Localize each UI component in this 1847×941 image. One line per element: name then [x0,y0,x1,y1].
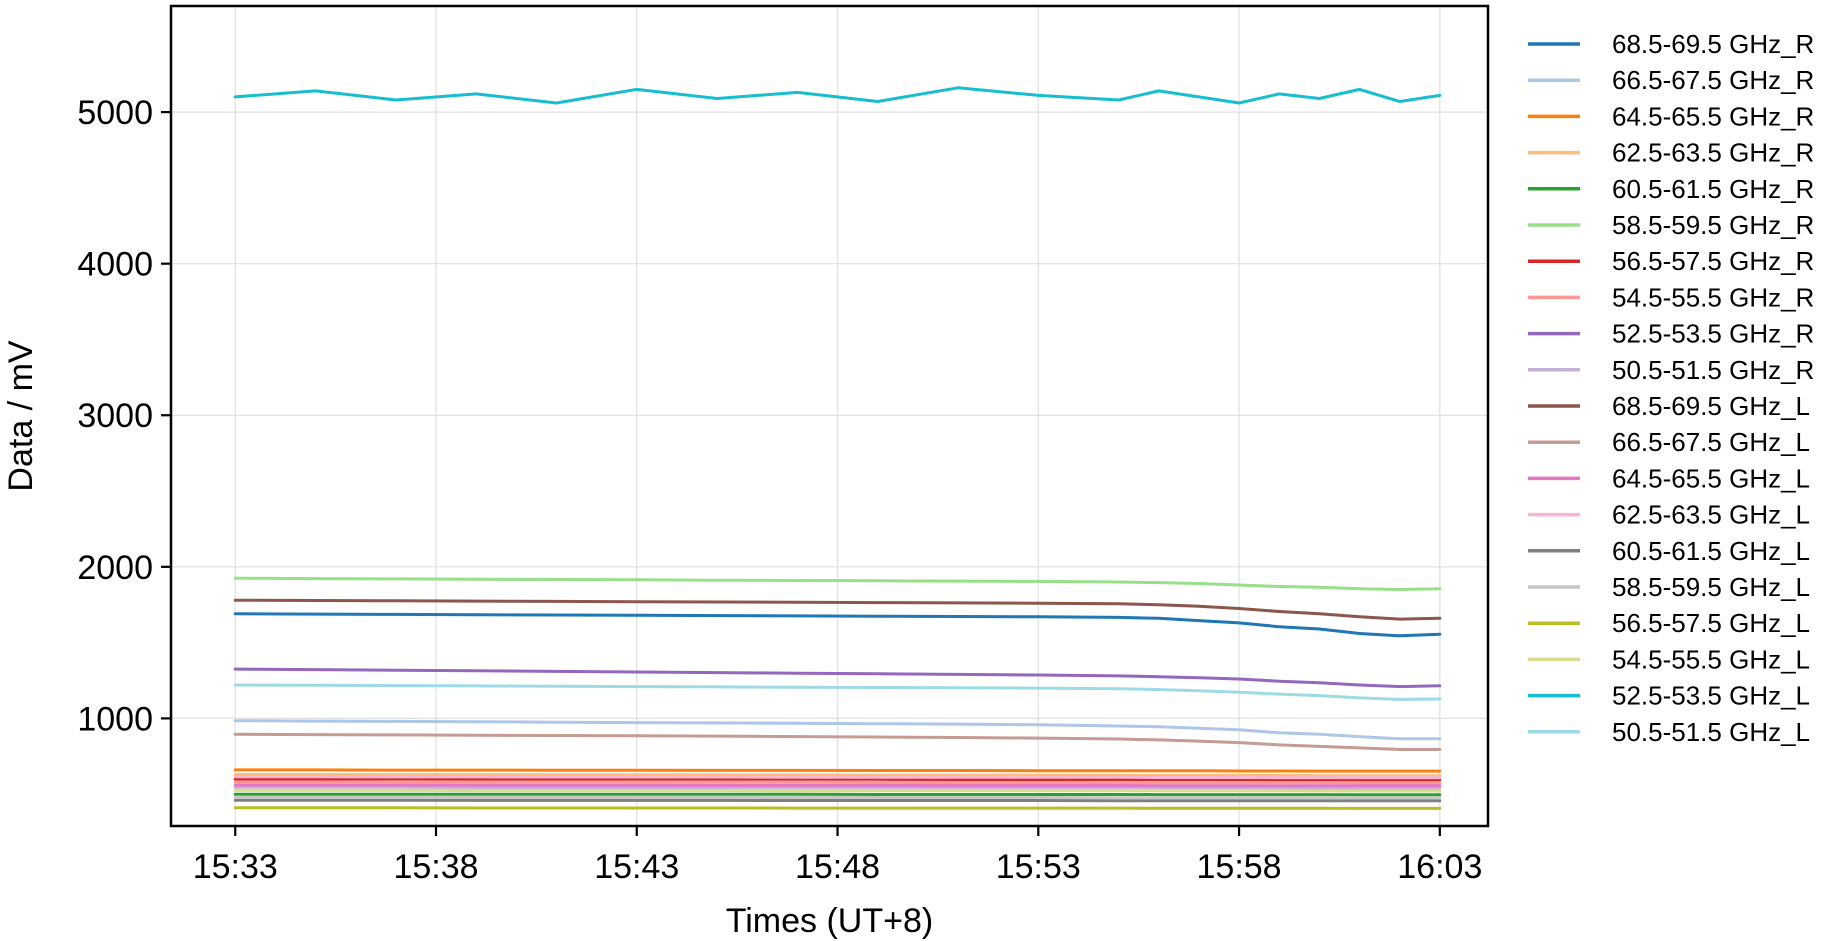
series-line [233,792,1442,797]
grid-lines [171,6,1488,826]
y-tick-label: 1000 [77,700,153,738]
y-tick-label: 4000 [77,246,153,284]
series-line [233,667,1442,689]
legend-label: 52.5-53.5 GHz_L [1612,681,1810,711]
legend-label: 64.5-65.5 GHz_L [1612,463,1810,493]
x-tick-label: 15:53 [996,848,1081,886]
x-tick-label: 15:38 [393,848,478,886]
legend-label: 50.5-51.5 GHz_R [1612,355,1814,385]
series-line [233,777,1442,782]
series-line [233,780,1442,785]
legend-label: 60.5-61.5 GHz_L [1612,536,1810,566]
series-line [233,783,1442,788]
series-line [233,612,1442,638]
series-line [233,86,1442,105]
legend-label: 58.5-59.5 GHz_R [1612,210,1814,240]
x-axis-label: Times (UT+8) [726,902,933,940]
legend-label: 68.5-69.5 GHz_L [1612,391,1810,421]
legend-label: 54.5-55.5 GHz_L [1612,644,1810,674]
series-line [233,795,1442,800]
x-tick-label: 15:48 [795,848,880,886]
series-line [233,719,1442,741]
series-line [233,798,1442,803]
legend-label: 54.5-55.5 GHz_R [1612,282,1814,312]
legend-label: 58.5-59.5 GHz_L [1612,572,1810,602]
legend-label: 50.5-51.5 GHz_L [1612,717,1810,747]
x-tick-label: 15:33 [193,848,278,886]
series-lines [233,86,1442,810]
x-tick-label: 15:58 [1197,848,1282,886]
legend-label: 66.5-67.5 GHz_L [1612,427,1810,457]
series-line [233,683,1442,701]
legend-label: 64.5-65.5 GHz_R [1612,101,1814,131]
legend: 68.5-69.5 GHz_R 66.5-67.5 GHz_R 64.5-65.5 … [1528,29,1814,747]
plot-frame [169,4,1490,828]
y-axis-label: Data / mV [2,340,40,491]
series-line [233,775,1442,780]
series-line [233,732,1442,751]
axis-ticks: 15:33 15:38 15:43 15:48 15:53 15:58 16:03 1000 2… [77,94,1482,886]
legend-label: 56.5-57.5 GHz_R [1612,246,1814,276]
series-line [233,598,1442,621]
y-tick-label: 5000 [77,94,153,132]
x-tick-label: 16:03 [1397,848,1482,886]
series-line [233,788,1442,793]
legend-label: 60.5-61.5 GHz_R [1612,174,1814,204]
series-line [233,576,1442,591]
x-tick-label: 15:43 [594,848,679,886]
y-tick-label: 3000 [77,397,153,435]
series-line [233,773,1442,778]
legend-label: 56.5-57.5 GHz_L [1612,608,1810,638]
legend-label: 52.5-53.5 GHz_R [1612,319,1814,349]
legend-label: 68.5-69.5 GHz_R [1612,29,1814,59]
y-tick-label: 2000 [77,549,153,587]
series-line [233,806,1442,810]
legend-label: 62.5-63.5 GHz_R [1612,138,1814,168]
legend-label: 62.5-63.5 GHz_L [1612,500,1810,530]
series-line [233,768,1442,773]
series-line [233,785,1442,790]
legend-label: 66.5-67.5 GHz_R [1612,65,1814,95]
